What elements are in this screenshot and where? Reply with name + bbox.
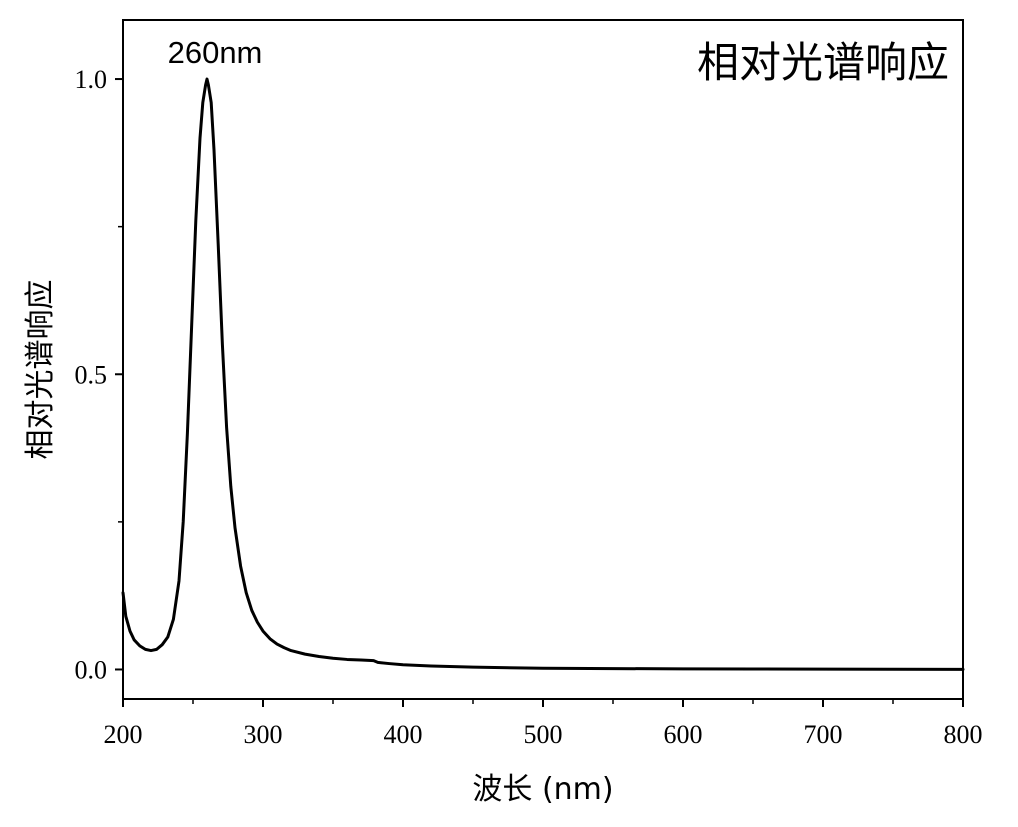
x-tick-label: 300 [244,720,283,749]
x-axis-ticks: 200 300 400 500 600 700 800 [104,699,983,749]
x-tick-label: 200 [104,720,143,749]
y-tick-label: 1.0 [75,65,108,94]
series-line [121,77,965,671]
plot-frame [122,19,964,700]
y-axis-title: 相对光谱响应 [23,280,58,460]
x-axis-title: 波长 (nm) [472,772,613,807]
x-tick-label: 700 [804,720,843,749]
x-tick-label: 500 [524,720,563,749]
chart-title: 相对光谱响应 [697,38,949,87]
x-tick-label: 600 [664,720,703,749]
peak-annotation: 260nm [168,35,263,70]
x-tick-label: 400 [384,720,423,749]
y-tick-label: 0.5 [75,360,108,389]
y-tick-label: 0.0 [75,655,108,684]
x-tick-label: 800 [944,720,983,749]
